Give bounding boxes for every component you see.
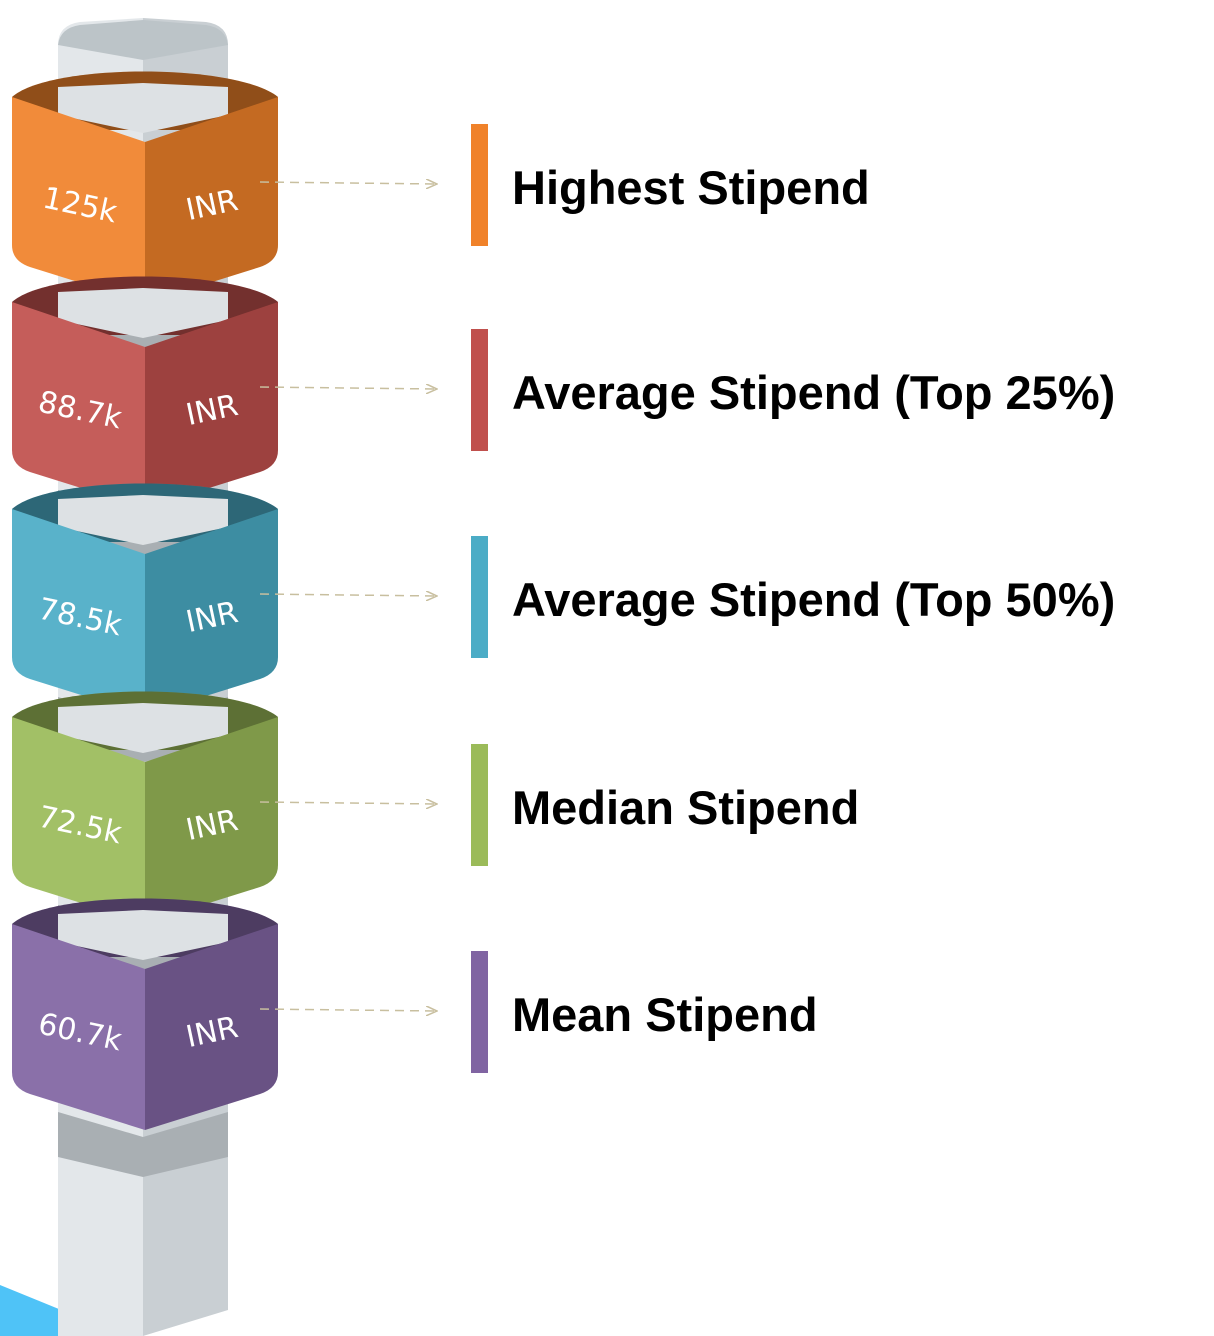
connector-arrow [260, 594, 436, 596]
legend-bar [471, 124, 488, 246]
page: {"items": [ {"value": "125k", "unit": "I… [0, 0, 1214, 1336]
stipend-label: Median Stipend [512, 781, 859, 834]
legend-bar [471, 329, 488, 451]
legend-bar [471, 536, 488, 658]
stipend-label: Average Stipend (Top 25%) [512, 366, 1115, 419]
legend-bar [471, 744, 488, 866]
connector-arrow [260, 1009, 436, 1011]
infographic: 125kINRHighest Stipend88.7kINRAverage St… [0, 0, 1214, 1336]
stipend-label: Average Stipend (Top 50%) [512, 573, 1115, 626]
legend-bar [471, 951, 488, 1073]
stipend-label: Highest Stipend [512, 161, 870, 214]
connector-arrow [260, 802, 436, 804]
connector-arrow [260, 182, 436, 184]
stipend-label: Mean Stipend [512, 988, 818, 1041]
connector-arrow [260, 387, 436, 389]
